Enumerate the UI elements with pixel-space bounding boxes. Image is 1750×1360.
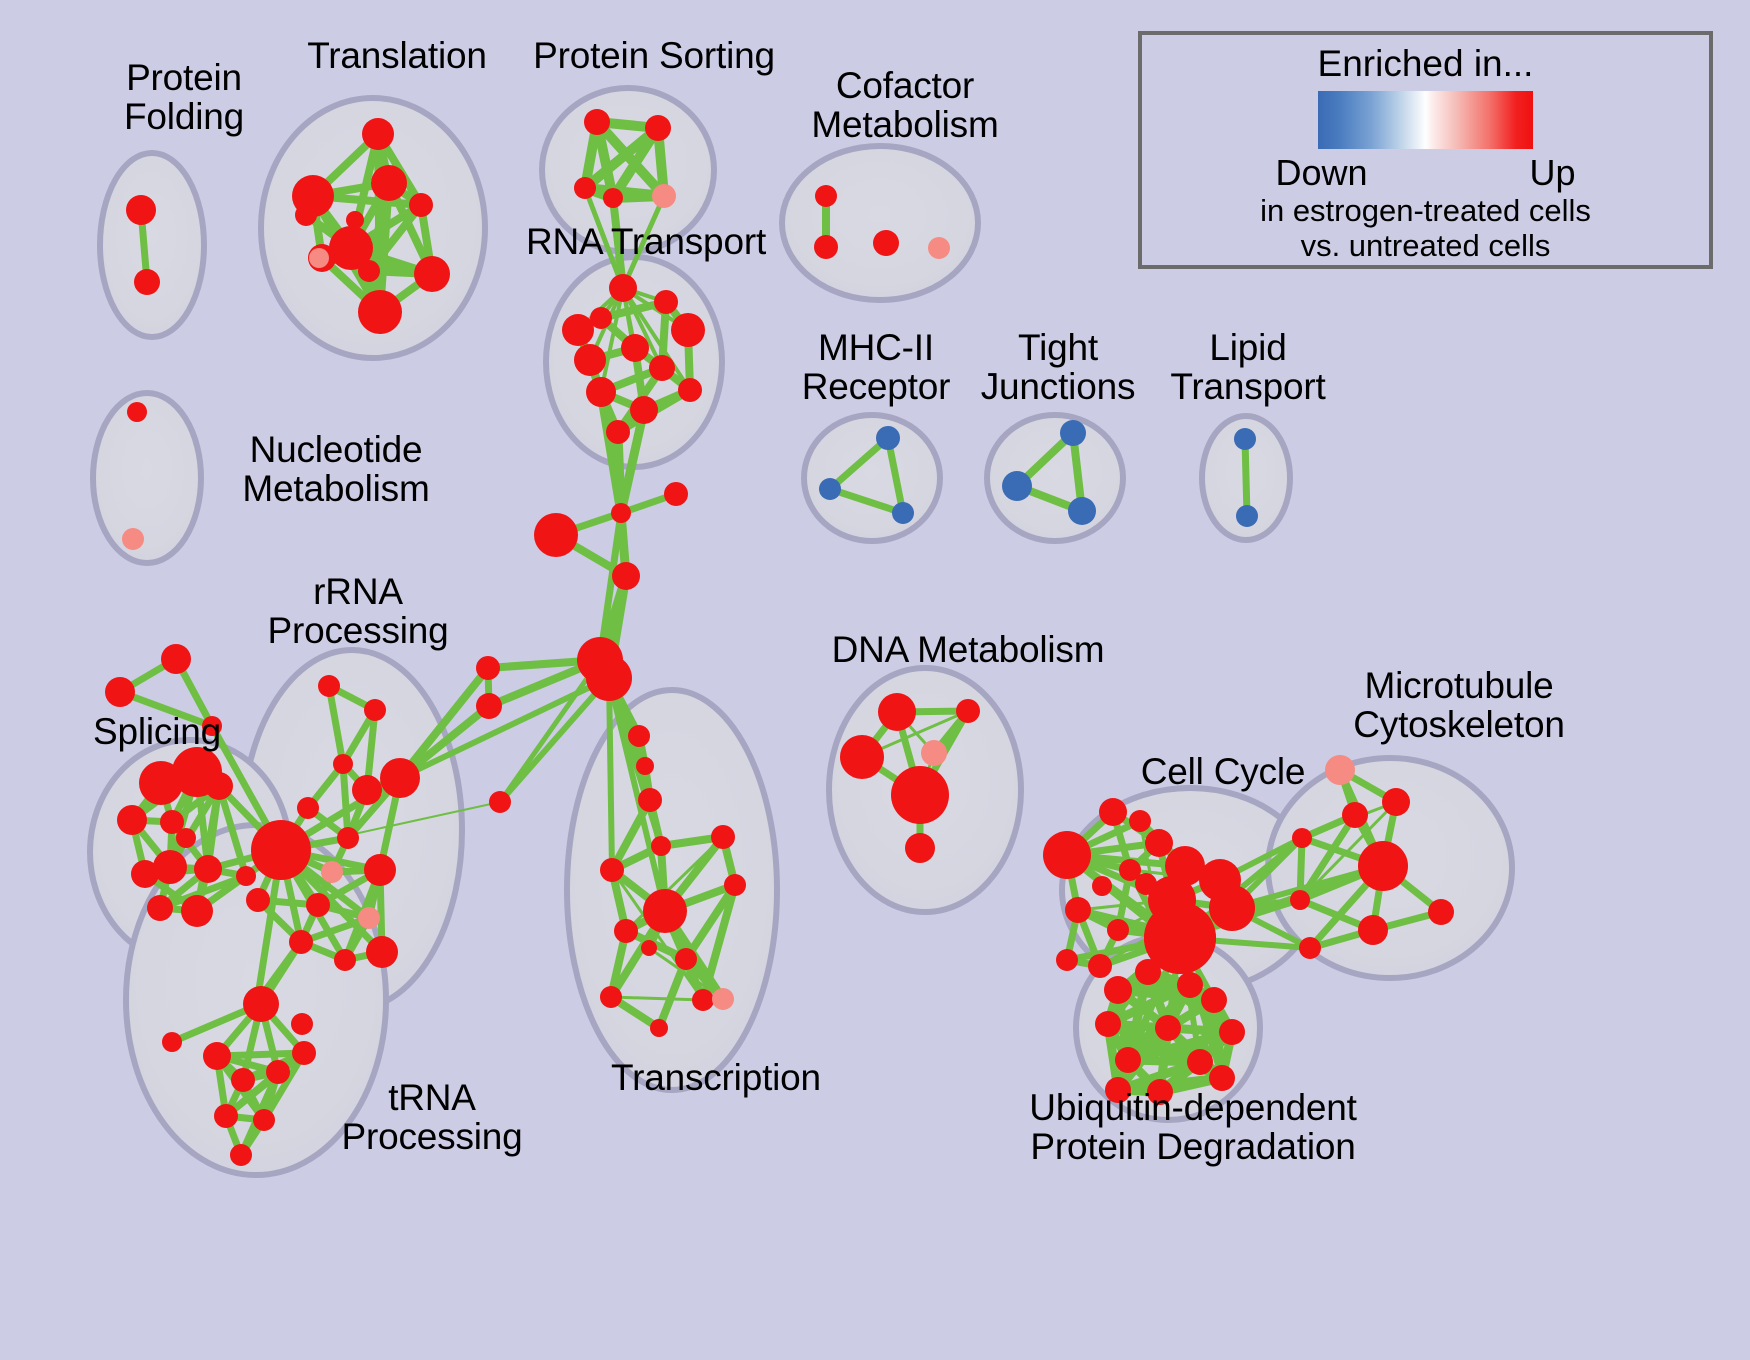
legend-endpoint-labels: Down Up [1276,152,1576,194]
blob-nucleotide [90,390,204,566]
legend-color-gradient-bar [1318,91,1533,149]
network-nodes [105,109,1454,1166]
legend-box: Enriched in... Down Up in estrogen-treat… [1138,31,1713,269]
blob-mhcii [801,412,943,544]
legend-up-label: Up [1529,152,1576,193]
blob-cofactor [779,143,981,303]
blob-transcription [564,687,780,1093]
legend-title: Enriched in... [1317,43,1534,84]
blob-translation [258,95,488,361]
legend-down-label: Down [1275,152,1368,193]
legend-subtitle-line1: in estrogen-treated cells [1260,193,1591,228]
legend-subtitle-line2: vs. untreated cells [1300,227,1551,263]
blob-protein-folding [97,150,207,340]
